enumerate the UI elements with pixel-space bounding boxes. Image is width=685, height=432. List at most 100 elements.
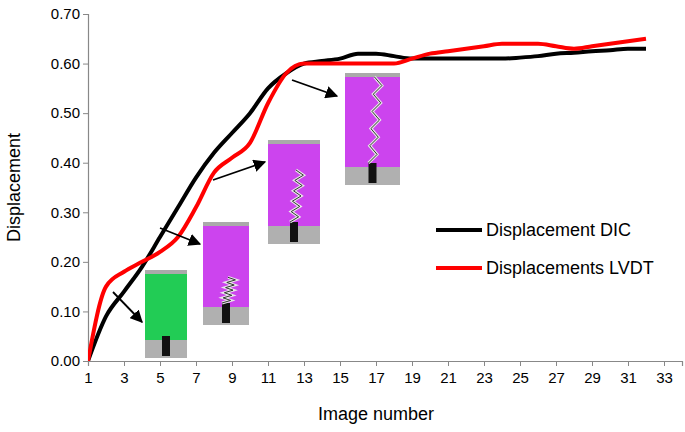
x-tick: 27 — [548, 361, 565, 386]
legend-label: Displacements LVDT — [486, 258, 654, 278]
legend-swatch — [436, 266, 482, 270]
specimen-notch — [162, 336, 170, 356]
legend-label: Displacement DIC — [486, 220, 631, 240]
x-tick-label: 19 — [404, 369, 421, 386]
x-tick-label: 11 — [261, 369, 277, 386]
y-tick-label: 0.20 — [51, 253, 80, 270]
y-tick: 0.50 — [51, 104, 88, 121]
specimen-crack — [290, 170, 303, 222]
specimen-body — [145, 270, 187, 358]
x-tick-label: 17 — [368, 369, 385, 386]
x-tick: 25 — [512, 361, 529, 386]
x-tick-mark — [376, 361, 377, 366]
y-tick-mark — [83, 361, 88, 362]
specimen-notch — [290, 222, 298, 242]
x-tick-mark — [160, 361, 161, 366]
y-tick: 0.10 — [51, 303, 88, 320]
x-tick-label: 15 — [332, 369, 349, 386]
y-tick-mark — [83, 212, 88, 213]
x-tick-label: 27 — [548, 369, 565, 386]
y-tick-label: 0.70 — [51, 5, 80, 22]
specimen-image — [345, 73, 400, 185]
x-tick-label: 25 — [512, 369, 529, 386]
x-tick: 7 — [192, 361, 200, 386]
arrow — [292, 80, 337, 96]
x-tick: 19 — [404, 361, 421, 386]
arrow — [160, 228, 200, 244]
x-tick: 13 — [296, 361, 313, 386]
arrow — [213, 162, 265, 180]
series-line — [88, 49, 646, 361]
specimen-image — [145, 270, 187, 358]
x-tick-mark — [664, 361, 665, 366]
y-tick: 0.60 — [51, 55, 88, 72]
y-tick-label: 0.00 — [51, 352, 80, 369]
x-tick: 3 — [120, 361, 128, 386]
series-line — [88, 39, 646, 361]
x-tick: 23 — [476, 361, 493, 386]
x-axis-line — [89, 362, 683, 367]
x-tick-mark — [556, 361, 557, 366]
x-tick-mark — [340, 361, 341, 366]
y-tick-mark — [83, 113, 88, 114]
y-tick-mark — [83, 311, 88, 312]
y-tick-mark — [83, 163, 88, 164]
y-tick-mark — [83, 262, 88, 263]
x-tick-mark — [196, 361, 197, 366]
specimen-image — [268, 140, 320, 244]
specimen-images — [113, 73, 400, 358]
x-tick-mark — [268, 361, 269, 366]
specimen-crack-edge — [369, 77, 382, 163]
x-tick-label: 9 — [228, 369, 236, 386]
x-tick-label: 3 — [120, 369, 128, 386]
x-tick-label: 31 — [620, 369, 637, 386]
x-tick: 5 — [156, 361, 164, 386]
x-tick: 17 — [368, 361, 385, 386]
x-tick-mark — [412, 361, 413, 366]
x-tick-label: 23 — [476, 369, 493, 386]
x-tick-label: 29 — [584, 369, 601, 386]
y-tick-label: 0.60 — [51, 55, 80, 72]
x-tick-mark — [124, 361, 125, 366]
x-tick: 9 — [228, 361, 236, 386]
lines — [88, 39, 646, 361]
x-tick-label: 21 — [440, 369, 457, 386]
x-axis: 13579111315171921232527293133 — [84, 361, 682, 386]
y-tick-label: 0.40 — [51, 154, 80, 171]
y-axis: 0.00 0.10 0.20 0.30 0.40 0.50 0.60 0.70 — [51, 5, 89, 369]
y-tick: 0.00 — [51, 352, 88, 369]
x-tick: 15 — [332, 361, 349, 386]
specimen-body — [203, 222, 249, 325]
x-tick-mark — [448, 361, 449, 366]
y-axis-line — [83, 15, 89, 362]
specimen-notch — [222, 303, 230, 323]
x-tick-label: 1 — [84, 369, 92, 386]
specimen-crack-edge — [290, 170, 303, 222]
arrow — [113, 292, 142, 322]
x-tick-label: 33 — [656, 369, 673, 386]
specimen-notch — [369, 163, 377, 183]
y-tick-label: 0.30 — [51, 204, 80, 221]
x-tick-mark — [304, 361, 305, 366]
x-tick: 21 — [440, 361, 457, 386]
specimen-crack — [222, 277, 235, 303]
y-tick-label: 0.10 — [51, 303, 80, 320]
legend: Displacement DIC Displacements LVDT — [436, 220, 654, 278]
x-tick-mark — [484, 361, 485, 366]
specimen-crack-edge — [222, 277, 235, 303]
x-tick-label: 13 — [296, 369, 313, 386]
x-tick-mark — [592, 361, 593, 366]
y-tick: 0.30 — [51, 204, 88, 221]
specimen-top — [268, 140, 320, 144]
y-tick-mark — [83, 14, 88, 15]
y-tick: 0.20 — [51, 253, 88, 270]
x-tick: 29 — [584, 361, 601, 386]
x-tick-mark — [628, 361, 629, 366]
x-axis-title: Image number — [318, 404, 434, 424]
specimen-body — [268, 140, 320, 244]
x-tick-label: 7 — [192, 369, 200, 386]
x-tick: 11 — [261, 361, 277, 386]
specimen-top — [203, 222, 249, 226]
specimen-body — [345, 73, 400, 185]
x-tick: 1 — [84, 361, 92, 386]
